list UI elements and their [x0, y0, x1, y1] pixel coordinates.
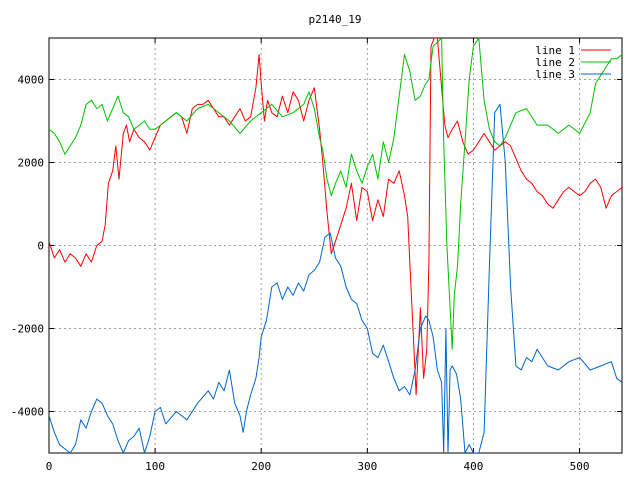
x-tick-label: 100: [145, 460, 165, 473]
legend-label-2: line 2: [535, 56, 575, 69]
x-tick-label: 200: [251, 460, 271, 473]
legend-label-1: line 1: [535, 44, 575, 57]
x-tick-label: 500: [570, 460, 590, 473]
chart-title: p2140_19: [309, 13, 362, 26]
x-tick-label: 300: [357, 460, 377, 473]
series-lines: [49, 38, 622, 453]
plot-frame: [48, 37, 623, 454]
series-line-3: [49, 103, 622, 453]
x-tick-label: 0: [46, 460, 53, 473]
y-tick-label: 2000: [18, 157, 45, 170]
y-tick-label: -4000: [11, 406, 44, 419]
y-tick-label: 0: [37, 240, 44, 253]
legend-label-3: line 3: [535, 68, 575, 81]
y-tick-label: 4000: [18, 74, 45, 87]
y-tick-label: -2000: [11, 323, 44, 336]
grid: [49, 38, 622, 453]
tick-labels: 0 100 200 300 400 500 -4000 -2000 0 2000 4000: [11, 74, 590, 474]
x-tick-label: 400: [464, 460, 484, 473]
series-line-2: [49, 38, 622, 350]
series-line-1: [49, 38, 622, 396]
